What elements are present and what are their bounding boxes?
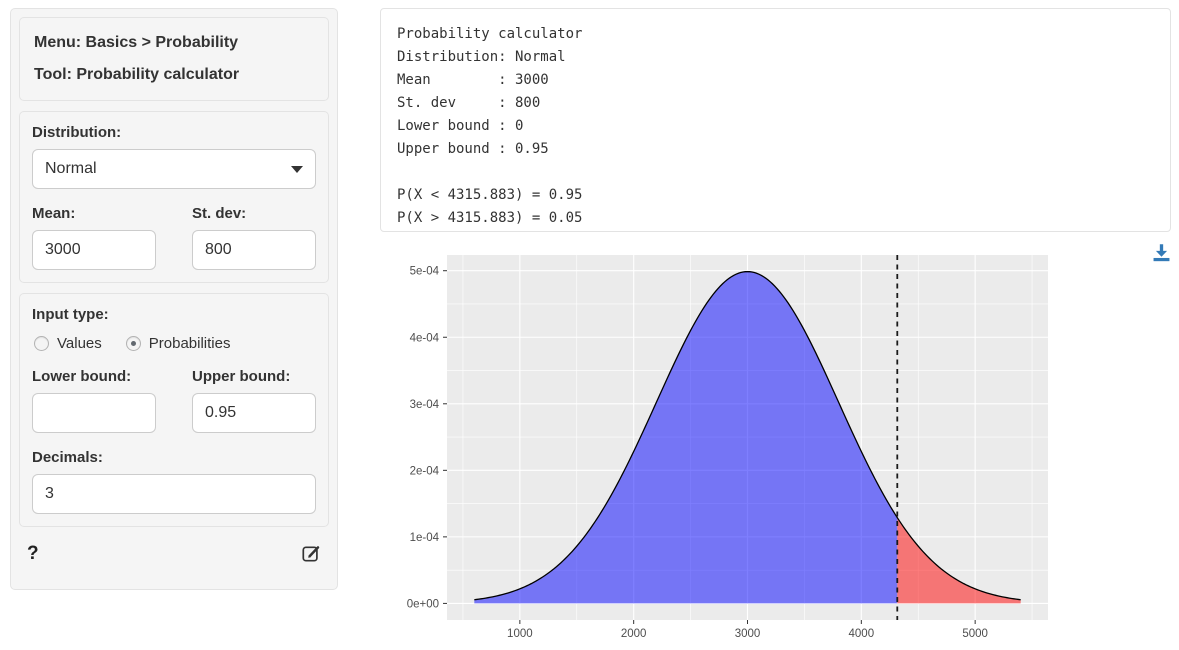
probability-plot: 1000 2000 3000 4000 5000 0e+00 1e-04 2e-04 3e-04… [407,255,1048,640]
values-radio-label: Values [57,335,102,352]
mean-input[interactable] [32,230,156,270]
mean-stdev-row: Mean: St. dev: [32,205,316,270]
y-tick-label: 5e-04 [410,266,440,278]
x-tick-label: 4000 [849,628,875,640]
decimals-input[interactable] [32,474,316,514]
area-right-of-cutoff [897,517,1021,604]
sidebar-footer: ? [19,537,329,563]
y-tick-label: 3e-04 [410,399,440,411]
stdev-input[interactable] [192,230,316,270]
bounds-row: Lower bound: Upper bound: [32,368,316,433]
distribution-selected-value: Normal [45,160,97,177]
summary-text: Probability calculator Distribution: Nor… [397,26,583,226]
lower-bound-input[interactable] [32,393,156,433]
distribution-label: Distribution: [32,124,122,141]
x-tick-label: 3000 [735,628,761,640]
x-tick-label: 5000 [962,628,988,640]
y-tick-label: 0e+00 [407,598,439,610]
density-curve [474,270,1021,601]
download-plot-button[interactable] [1152,243,1171,262]
upper-bound-input[interactable] [192,393,316,433]
stdev-label: St. dev: [192,205,247,222]
caret-down-icon [291,166,303,173]
decimals-label: Decimals: [32,449,103,466]
stdev-field-group: St. dev: [192,205,316,270]
sidebar: Menu: Basics > Probability Tool: Probabi… [10,8,338,590]
upper-bound-field-group: Upper bound: [192,368,316,433]
distribution-panel: Distribution: Normal Mean: St. dev: [19,111,329,283]
y-tick-label: 4e-04 [410,332,440,344]
y-tick-label: 2e-04 [410,465,440,477]
area-left-of-cutoff [474,271,898,604]
summary-output-panel: Probability calculator Distribution: Nor… [380,8,1171,232]
input-type-panel: Input type: Values Probabilities Lower b… [19,293,329,527]
distribution-select[interactable]: Normal [32,149,316,189]
upper-bound-label: Upper bound: [192,368,291,385]
tool-title: Tool: Probability calculator [34,66,240,83]
y-tick-label: 1e-04 [410,532,440,544]
menu-breadcrumb: Menu: Basics > Probability [34,34,239,51]
lower-bound-field-group: Lower bound: [32,368,156,433]
probabilities-radio-label: Probabilities [148,335,231,352]
mean-label: Mean: [32,205,76,222]
edit-report-button[interactable] [301,543,321,563]
pencil-square-icon [302,546,320,562]
probabilities-radio[interactable]: Probabilities [125,335,231,352]
menu-info-panel: Menu: Basics > Probability Tool: Probabi… [19,17,329,101]
radio-circle-icon [125,336,141,351]
lower-bound-label: Lower bound: [32,368,132,385]
radio-circle-icon [34,336,49,351]
values-radio[interactable]: Values [34,335,102,352]
x-tick-label: 1000 [507,628,533,640]
help-button[interactable]: ? [27,542,39,564]
download-icon [1153,244,1170,262]
x-tick-label: 2000 [621,628,647,640]
mean-field-group: Mean: [32,205,156,270]
input-type-radio-group: Values Probabilities [34,335,314,352]
input-type-label: Input type: [32,306,109,323]
